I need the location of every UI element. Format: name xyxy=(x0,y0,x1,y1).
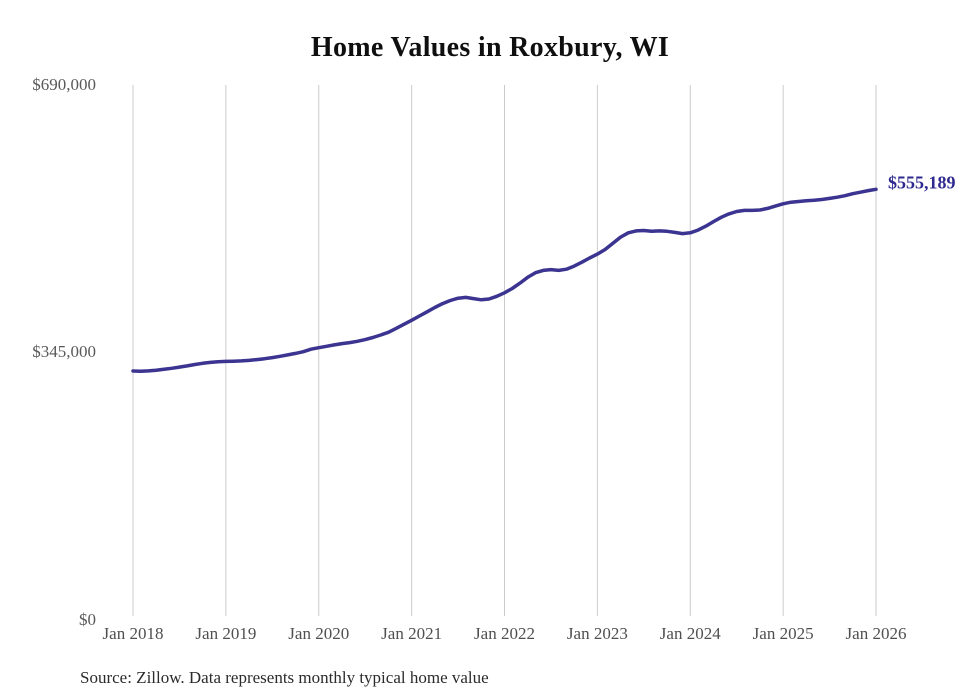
vertical-gridlines xyxy=(132,85,877,616)
y-tick-label-0: $0 xyxy=(79,610,96,629)
latest-value-label: $555,189 xyxy=(888,172,956,193)
source-note: Source: Zillow. Data represents monthly … xyxy=(80,668,489,687)
chart-title: Home Values in Roxbury, WI xyxy=(310,32,670,63)
y-tick-label-345000: $345,000 xyxy=(32,342,96,361)
y-tick-label-690000: $690,000 xyxy=(32,75,96,94)
home-value-line-series xyxy=(131,187,878,374)
